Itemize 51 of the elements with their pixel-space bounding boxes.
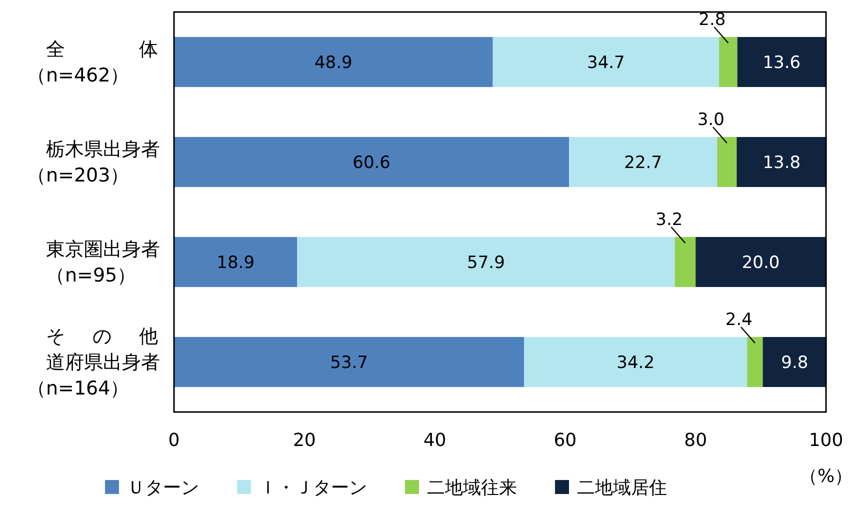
bar [569, 137, 718, 187]
bar [174, 337, 524, 387]
data-label: 22.7 [624, 152, 662, 173]
data-label: 9.8 [781, 352, 808, 373]
data-label: 2.8 [698, 10, 726, 30]
bar [717, 137, 737, 187]
data-label: 53.7 [330, 352, 368, 373]
y-tick-label: 東京圏出身者（n=95） [46, 238, 160, 287]
bar [719, 37, 738, 87]
data-label: 2.4 [725, 310, 752, 330]
callout: 3.0 [697, 110, 728, 144]
data-label: 13.6 [762, 52, 801, 73]
data-label: 3.0 [697, 110, 724, 130]
x-tick-label: 0 [168, 430, 180, 451]
legend-label: 二地域往来 [427, 477, 517, 498]
callout: 3.2 [656, 210, 686, 244]
x-tick-label: 40 [423, 430, 446, 451]
bar [696, 237, 826, 287]
legend-label: 二地域居住 [577, 477, 667, 498]
data-label: 13.8 [762, 152, 801, 173]
bar [736, 137, 827, 187]
bar [524, 337, 748, 387]
data-label: 34.2 [616, 352, 655, 373]
legend-label: Ｕターン [127, 477, 199, 498]
data-label: 57.9 [467, 252, 505, 273]
y-tick-label: 全体（n=462） [27, 38, 158, 87]
legend-label: Ｉ・Ｊターン [259, 477, 367, 498]
bar [762, 337, 827, 387]
y-tick-label: その他道府県出身者（n=164） [27, 326, 160, 400]
callout: 2.4 [725, 310, 756, 344]
bar [747, 337, 763, 387]
bar [674, 237, 696, 287]
x-tick-label: 60 [554, 430, 577, 451]
data-label: 34.7 [587, 52, 625, 73]
data-label: 3.2 [656, 210, 683, 230]
data-label: 48.9 [314, 52, 352, 73]
y-tick-label: 栃木県出身者（n=203） [27, 138, 160, 187]
data-label: 18.9 [216, 252, 255, 273]
data-label: 20.0 [742, 252, 780, 273]
bar [492, 37, 720, 87]
x-tick-label: 80 [684, 430, 708, 451]
bar [737, 37, 826, 87]
x-axis-title: （%） [799, 466, 848, 487]
data-label: 60.6 [352, 152, 390, 173]
bar [297, 237, 675, 287]
x-tick-label: 20 [292, 430, 316, 451]
x-tick-label: 100 [808, 430, 844, 451]
bar [174, 137, 570, 187]
bar [174, 37, 493, 87]
callout: 2.8 [698, 10, 729, 44]
bar [174, 237, 298, 287]
